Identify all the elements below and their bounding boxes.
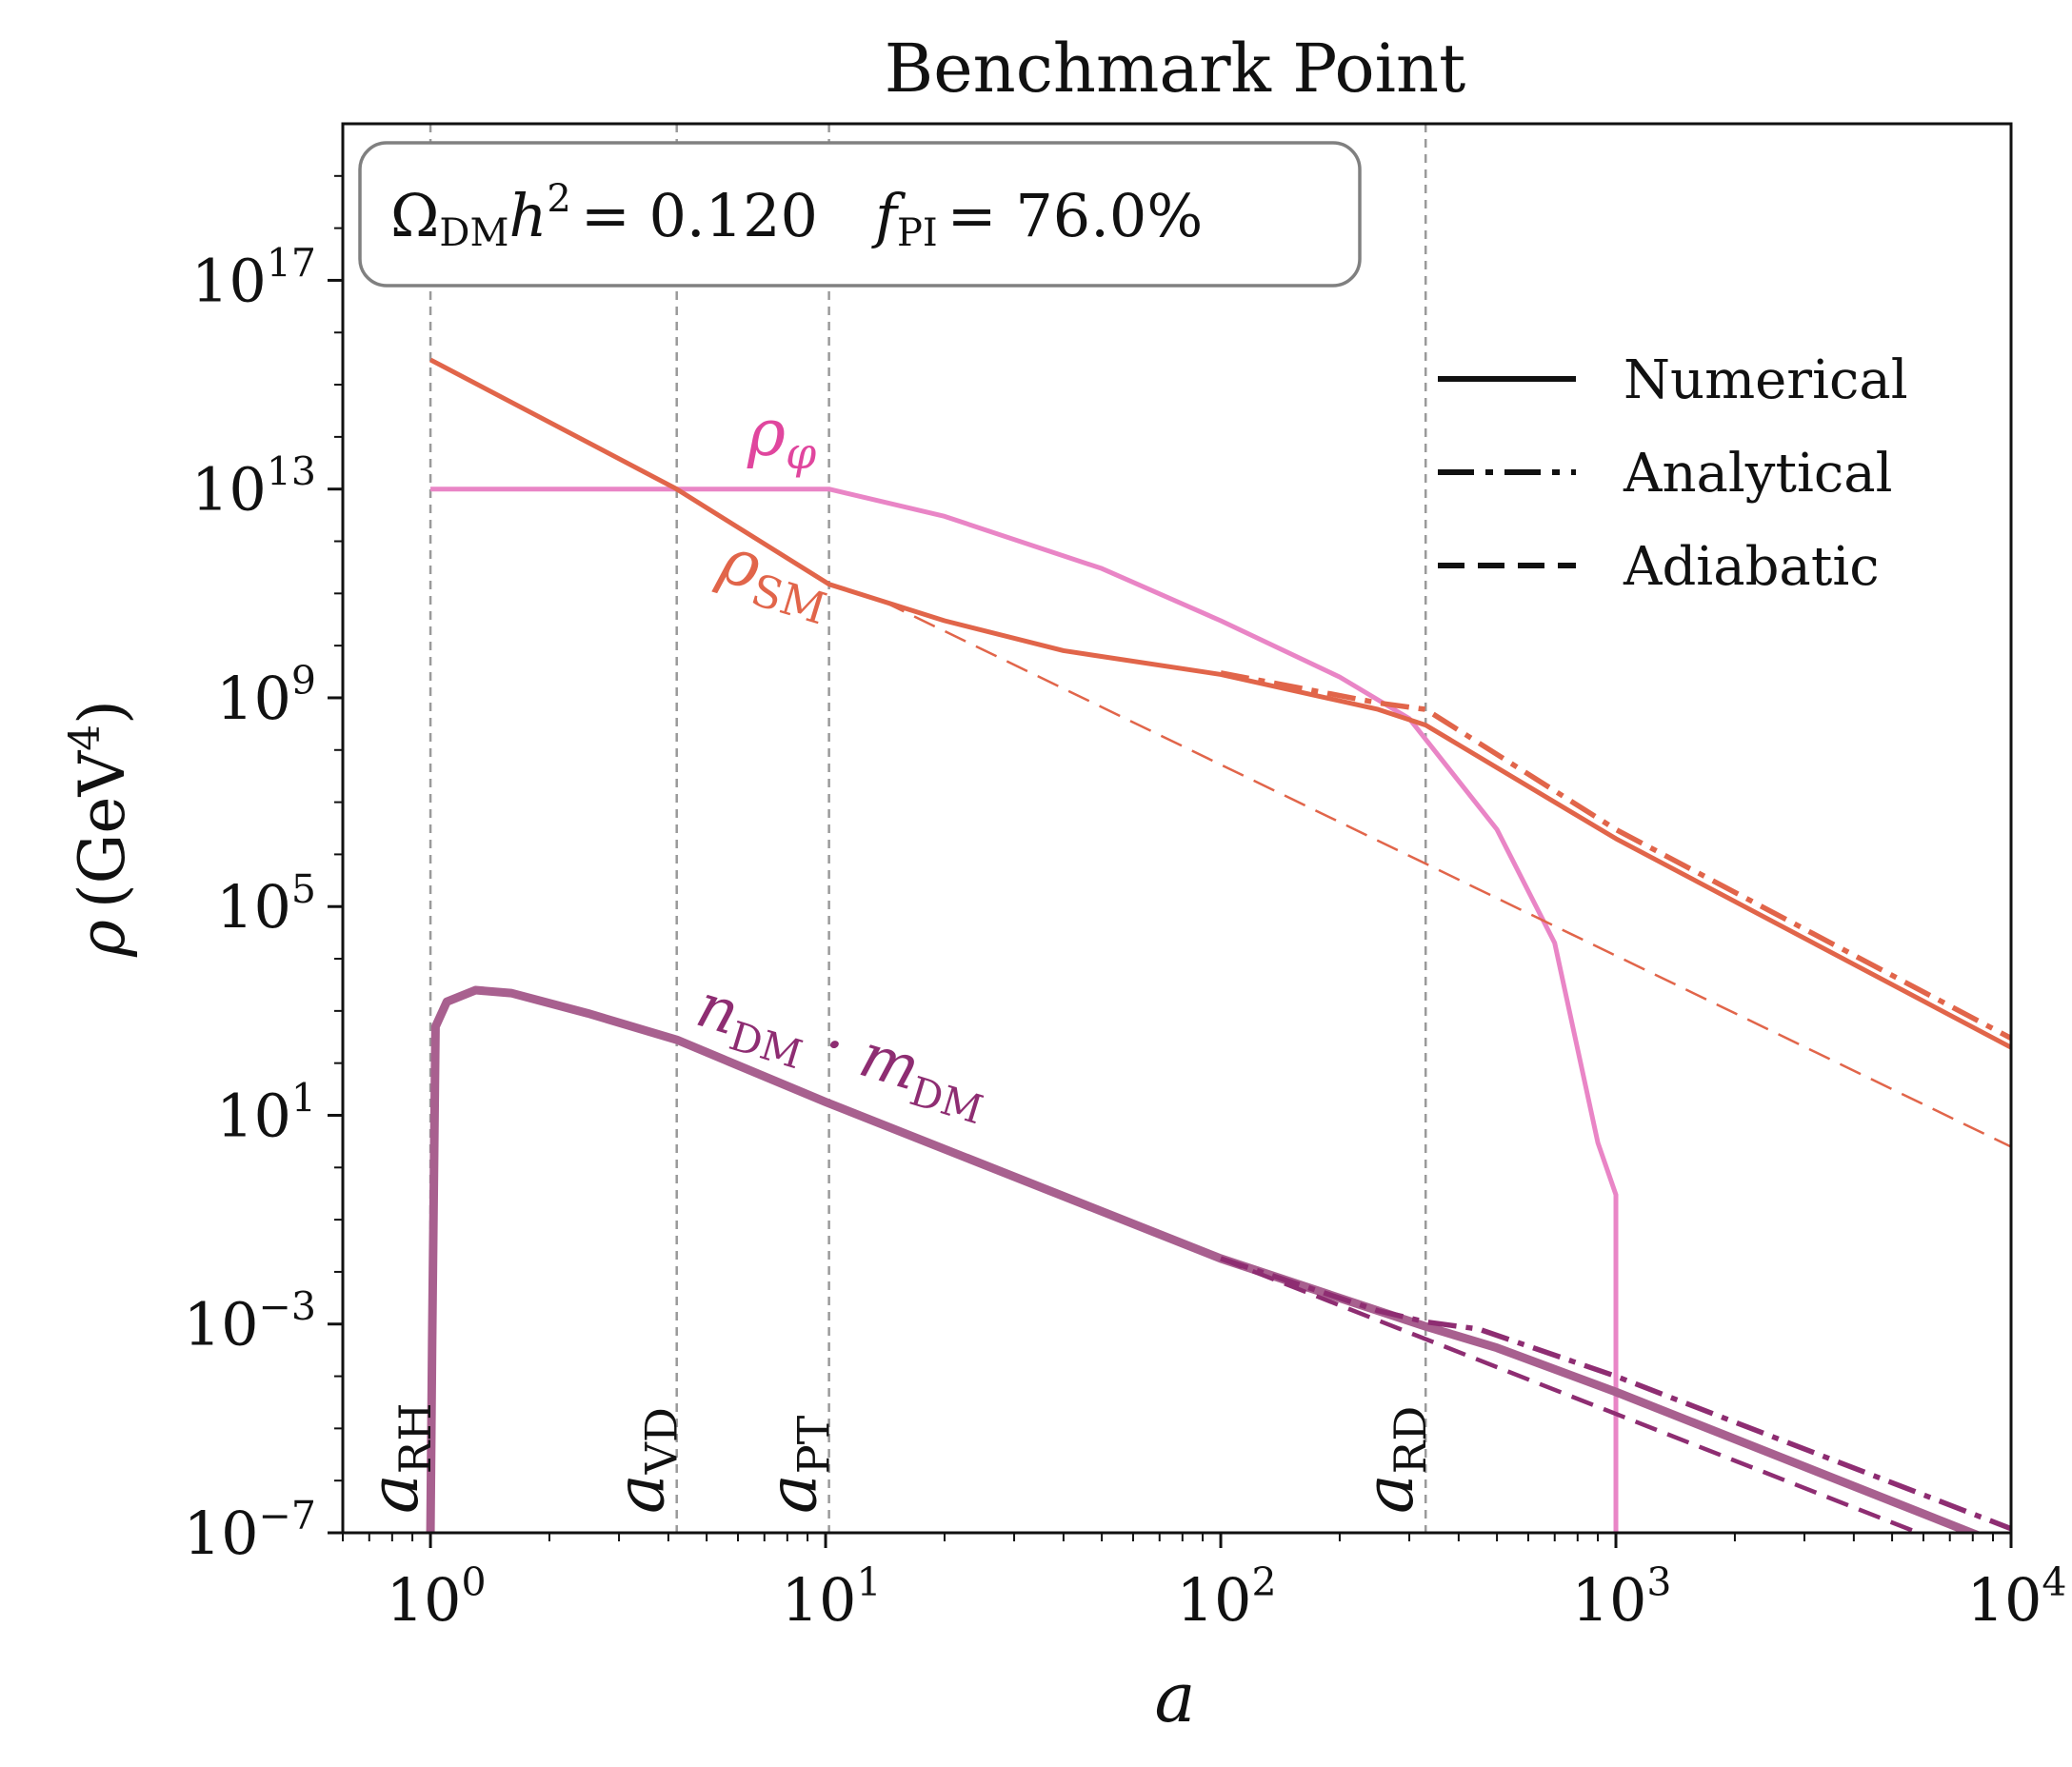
series-rho-dm-dashdot — [1220, 1256, 2011, 1532]
info-box: ΩDMh2 = 0.120 fPI = 76.0% — [358, 141, 1362, 288]
x-tick-label-3: 103 — [1572, 1559, 1672, 1635]
x-tick-label-2: 102 — [1177, 1559, 1277, 1635]
y-tick-label-0-base: 10 — [184, 1499, 259, 1568]
f-sub: PI — [897, 211, 938, 255]
omega-h-exp: 2 — [547, 177, 570, 221]
vline-label-base: a — [754, 1474, 832, 1514]
y-tick-label-2-base: 10 — [216, 1081, 291, 1150]
y-tick-label-5-base: 10 — [191, 455, 267, 525]
y-tick-label-1-base: 10 — [184, 1290, 259, 1360]
info-box-frame — [358, 141, 1362, 288]
y-axis-label: ρ (GeV4) — [61, 700, 139, 958]
curve-label-rho-phi-base: ρ — [747, 396, 786, 471]
y-axis-label-rho: ρ — [66, 920, 139, 958]
y-tick-label-4-exp: 9 — [291, 658, 316, 704]
x-tick-label-0-exp: 0 — [461, 1559, 486, 1605]
series-rho-sm-solid — [428, 357, 2011, 1050]
curve-label-rho-dm-sub2: DM — [905, 1067, 988, 1133]
x-tick-label-4-base: 10 — [1967, 1565, 2042, 1635]
x-tick-label-2-base: 10 — [1177, 1565, 1252, 1635]
y-axis-label-unit: GeV — [66, 750, 139, 884]
y-tick-label-3: 105 — [216, 866, 316, 942]
y-tick-label-3-base: 10 — [216, 872, 291, 942]
series-rho-dm-dashed — [1220, 1256, 1924, 1533]
legend-label-analytical: Analytical — [1623, 443, 1893, 505]
vline-label-base: a — [1350, 1474, 1428, 1514]
x-tick-label-1-exp: 1 — [856, 1559, 881, 1605]
y-tick-label-1: 10−3 — [184, 1284, 316, 1360]
plot-frame — [341, 122, 2013, 1535]
y-tick-label-6-base: 10 — [191, 246, 267, 315]
y-tick-label-6: 1017 — [191, 240, 316, 315]
y-axis-label-unit-exp: 4 — [61, 725, 110, 751]
y-tick-label-5-exp: 13 — [267, 449, 316, 495]
legend-label-adiabatic: Adiabatic — [1623, 536, 1880, 598]
series-rho-sm-dashdot — [1220, 670, 2011, 1041]
legend: Numerical Analytical Adiabatic — [1438, 349, 1908, 598]
x-axis-label: a — [1155, 1658, 1196, 1737]
vlines-group — [428, 124, 1427, 1533]
info-box-text: ΩDMh2 = 0.120 fPI = 76.0% — [390, 177, 1203, 255]
omega-sub: DM — [439, 211, 508, 255]
f-value: = 76.0% — [947, 181, 1204, 250]
y-axis-label-open: ( — [66, 884, 139, 908]
vline-label-sub: PT — [788, 1415, 840, 1474]
y-tick-label-0-exp: −7 — [259, 1493, 316, 1539]
y-tick-label-4-base: 10 — [216, 664, 291, 733]
omega-h: h — [508, 181, 547, 250]
vline-label-pt: aPT — [754, 1415, 840, 1514]
x-tick-label-3-exp: 3 — [1646, 1559, 1671, 1605]
vline-label-vd: aVD — [602, 1407, 687, 1514]
vline-label-base: a — [355, 1474, 433, 1514]
series-rho-dm-solid — [426, 985, 1983, 1533]
x-tick-label-4: 104 — [1967, 1559, 2067, 1635]
y-tick-label-4: 109 — [216, 658, 316, 733]
y-tick-label-2: 101 — [216, 1075, 316, 1150]
y-tick-label-2-exp: 1 — [291, 1075, 316, 1121]
vline-label-sub: RD — [1385, 1406, 1436, 1475]
curve-label-rho-phi-sub: φ — [786, 427, 817, 479]
x-tick-label-2-exp: 2 — [1251, 1559, 1276, 1605]
x-tick-label-1-base: 10 — [782, 1565, 857, 1635]
vline-label-sub: RH — [389, 1403, 441, 1475]
vline-label-base: a — [602, 1474, 680, 1514]
y-tick-label-1-exp: −3 — [259, 1284, 316, 1330]
vline-label-sub: VD — [636, 1407, 687, 1475]
legend-label-numerical: Numerical — [1624, 349, 1908, 411]
omega-symbol: Ω — [390, 181, 439, 250]
series-group — [426, 357, 2011, 1533]
x-tick-label-3-base: 10 — [1572, 1565, 1647, 1635]
x-axis-ticks: 100 101 102 103 104 — [342, 1533, 2067, 1635]
vline-label-rh: aRH — [355, 1403, 441, 1514]
y-tick-label-6-exp: 17 — [267, 240, 316, 286]
omega-value: = 0.120 — [581, 181, 818, 250]
y-tick-label-5: 1013 — [191, 449, 316, 525]
curve-label-rho-dm-mid: · m — [796, 1003, 927, 1104]
y-axis-label-close: ) — [66, 700, 139, 725]
curve-label-rho-sm-sub: SM — [746, 564, 832, 635]
chart-title: Benchmark Point — [885, 30, 1465, 108]
vline-label-rd: aRD — [1350, 1406, 1436, 1514]
series-rho-sm-dashed — [883, 600, 2011, 1148]
curve-label-rho-phi: ρφ — [747, 396, 817, 479]
x-tick-label-0: 100 — [387, 1559, 487, 1635]
x-tick-label-4-exp: 4 — [2042, 1559, 2066, 1605]
y-tick-label-0: 10−7 — [184, 1493, 316, 1568]
x-tick-label-1: 101 — [782, 1559, 882, 1635]
series-rho-phi-solid — [430, 486, 1619, 1533]
x-tick-label-0-base: 10 — [387, 1565, 462, 1635]
y-tick-label-3-exp: 5 — [291, 866, 316, 912]
